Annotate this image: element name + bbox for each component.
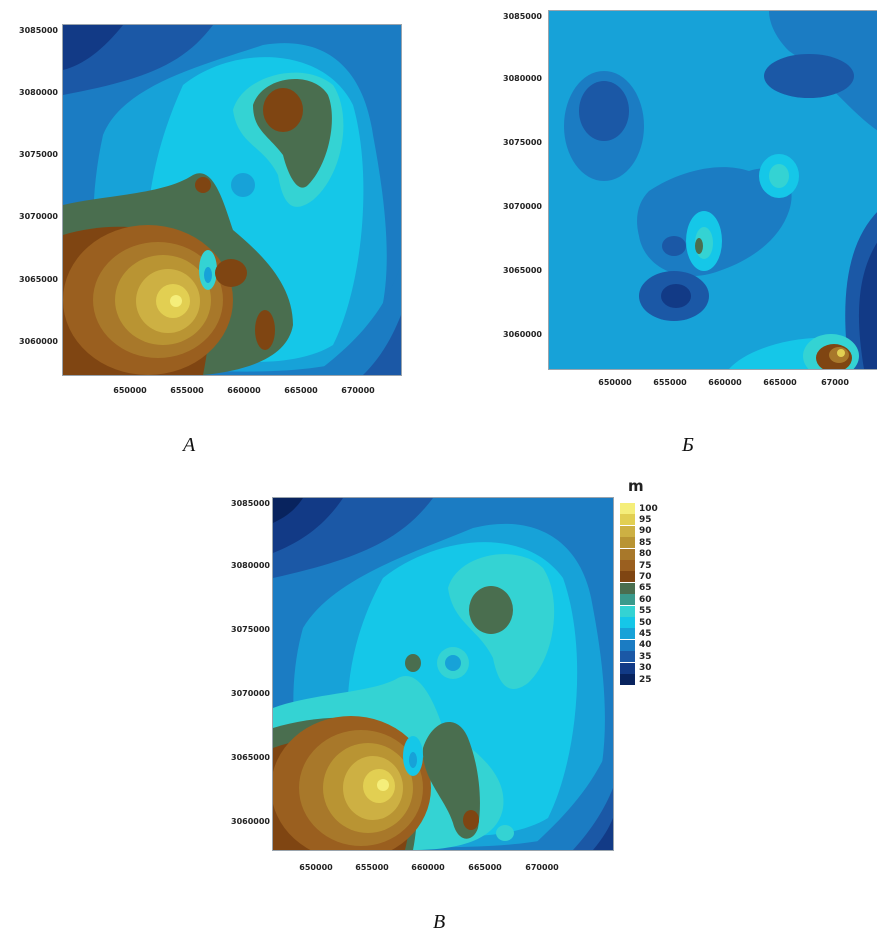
map-plot-a	[62, 24, 402, 376]
colorbar-label: 95	[639, 514, 652, 525]
x-tick-v-1: 655000	[355, 863, 389, 872]
colorbar-swatch	[620, 548, 635, 560]
y-tick-v-2: 3075000	[231, 625, 270, 634]
colorbar-swatch	[620, 503, 635, 514]
panel-label-b: Б	[682, 434, 694, 456]
panel-label-v: В	[433, 911, 446, 933]
y-tick-b-1: 3080000	[503, 74, 542, 83]
y-tick-b-4: 3065000	[503, 266, 542, 275]
colorbar-swatch	[620, 628, 635, 640]
colorbar-swatch	[620, 525, 635, 537]
panel-b: 3085000 3080000 3075000 3070000 3065000 …	[440, 0, 877, 460]
colorbar-label: 45	[639, 628, 652, 639]
colorbar-swatch	[620, 674, 635, 685]
colorbar-entry: 45	[620, 628, 652, 640]
y-tick-a-3: 3070000	[19, 212, 58, 221]
y-tick-b-5: 3060000	[503, 330, 542, 339]
x-tick-v-2: 660000	[411, 863, 445, 872]
x-tick-v-3: 665000	[468, 863, 502, 872]
colorbar-label: 40	[639, 640, 652, 651]
colorbar-entry: 25	[620, 674, 652, 685]
y-tick-v-3: 3070000	[231, 689, 270, 698]
y-tick-a-4: 3065000	[19, 275, 58, 284]
contour-map-b	[549, 11, 877, 369]
colorbar-swatch	[620, 651, 635, 663]
y-tick-b-3: 3070000	[503, 202, 542, 211]
colorbar-entry: 90	[620, 525, 652, 537]
y-tick-v-4: 3065000	[231, 753, 270, 762]
x-tick-a-0: 650000	[113, 386, 147, 395]
colorbar-label: 35	[639, 651, 652, 662]
x-tick-b-3: 665000	[763, 378, 797, 387]
panel-v: 3085000 3080000 3075000 3070000 3065000 …	[190, 475, 877, 939]
colorbar-entry: 50	[620, 617, 652, 628]
colorbar-entry: 30	[620, 662, 652, 674]
x-tick-v-4: 670000	[525, 863, 559, 872]
colorbar-label: 75	[639, 560, 652, 571]
x-tick-b-2: 660000	[708, 378, 742, 387]
x-tick-a-3: 665000	[284, 386, 318, 395]
map-plot-b	[548, 10, 877, 370]
y-tick-v-0: 3085000	[231, 499, 270, 508]
y-tick-v-1: 3080000	[231, 561, 270, 570]
colorbar-swatch	[620, 662, 635, 674]
colorbar-label: 70	[639, 571, 652, 582]
colorbar-label: 90	[639, 526, 652, 537]
colorbar-label: 100	[639, 503, 658, 514]
y-tick-a-2: 3075000	[19, 150, 58, 159]
colorbar-entry: 40	[620, 639, 652, 651]
y-tick-a-0: 3085000	[19, 26, 58, 35]
panel-label-a: А	[183, 434, 196, 456]
colorbar-swatch	[620, 594, 635, 606]
colorbar-swatch	[620, 537, 635, 549]
x-tick-b-1: 655000	[653, 378, 687, 387]
colorbar-swatch	[620, 617, 635, 628]
colorbar-label: 30	[639, 663, 652, 674]
x-tick-a-1: 655000	[170, 386, 204, 395]
y-tick-a-5: 3060000	[19, 337, 58, 346]
colorbar-entry: 65	[620, 582, 652, 594]
colorbar-label: 55	[639, 606, 652, 617]
colorbar-entry: 80	[620, 548, 652, 560]
colorbar-legend: m 100 95 90 85 80 75 70 65 60 55 50 45 40 35 30 25	[620, 475, 690, 795]
colorbar-entry: 70	[620, 571, 652, 583]
colorbar-swatch	[620, 639, 635, 651]
colorbar-swatch	[620, 582, 635, 594]
colorbar-entry: 85	[620, 537, 652, 549]
x-tick-a-4: 670000	[341, 386, 375, 395]
y-tick-b-0: 3085000	[503, 12, 542, 21]
y-tick-a-1: 3080000	[19, 88, 58, 97]
x-tick-b-0: 650000	[598, 378, 632, 387]
colorbar-label: 60	[639, 594, 652, 605]
colorbar-swatch	[620, 571, 635, 583]
colorbar-swatch	[620, 605, 635, 617]
colorbar-entry: 95	[620, 514, 652, 526]
x-tick-a-2: 660000	[227, 386, 261, 395]
colorbar-entry: 100	[620, 503, 658, 514]
contour-map-a	[63, 25, 401, 375]
colorbar-entry: 55	[620, 605, 652, 617]
colorbar-swatch	[620, 560, 635, 571]
y-tick-v-5: 3060000	[231, 817, 270, 826]
x-tick-v-0: 650000	[299, 863, 333, 872]
colorbar-entry: 60	[620, 594, 652, 606]
colorbar-label: 85	[639, 537, 652, 548]
colorbar-title: m	[628, 477, 644, 495]
colorbar-label: 25	[639, 674, 652, 685]
y-tick-b-2: 3075000	[503, 138, 542, 147]
colorbar-label: 50	[639, 617, 652, 628]
contour-map-v	[273, 498, 613, 850]
panel-a: 3085000 3080000 3075000 3070000 3065000 …	[0, 0, 420, 460]
colorbar-entry: 75	[620, 560, 652, 571]
colorbar-entry: 35	[620, 651, 652, 663]
x-tick-b-4: 67000	[821, 378, 849, 387]
colorbar-label: 65	[639, 583, 652, 594]
map-plot-v	[272, 497, 614, 851]
colorbar-label: 80	[639, 549, 652, 560]
colorbar-swatch	[620, 514, 635, 526]
